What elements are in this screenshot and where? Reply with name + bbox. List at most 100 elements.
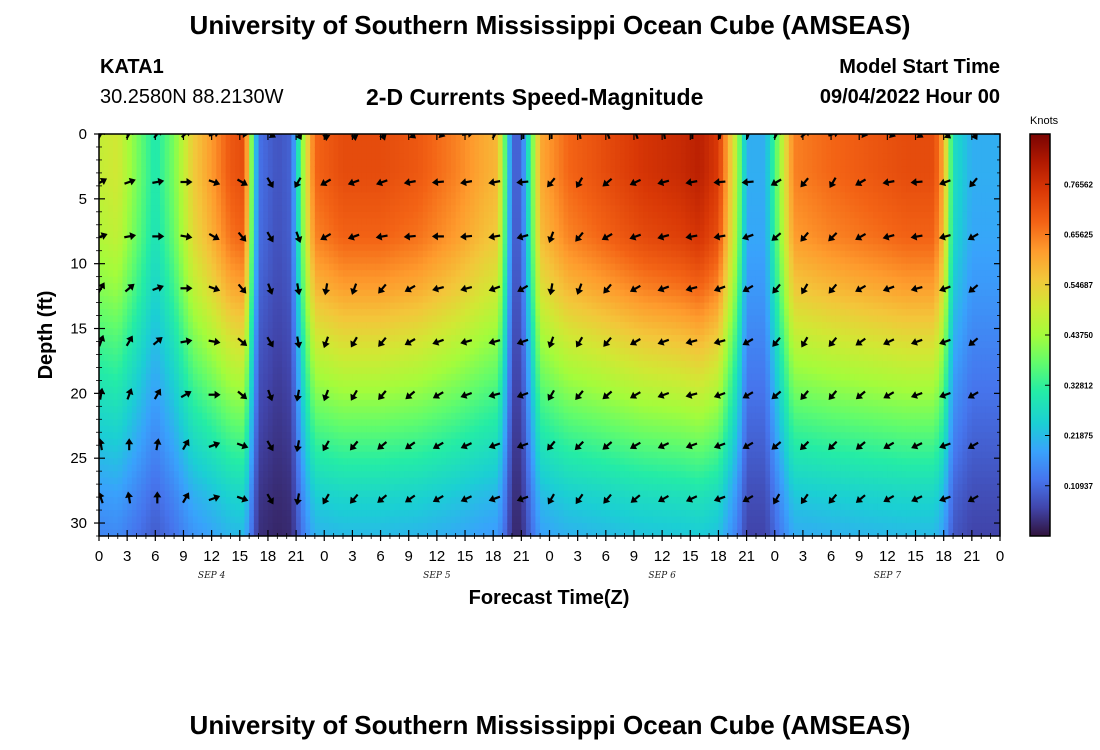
heatmap-cell [141,490,147,498]
heatmap-cell [282,192,288,200]
heatmap-cell [446,192,452,200]
heatmap-cell [347,276,353,284]
heatmap-cell [174,386,180,394]
heatmap-cell [202,198,208,206]
heatmap-cell [469,315,476,323]
heatmap-cell [160,419,166,427]
heatmap-cell [450,341,457,349]
heatmap-cell [310,276,316,284]
heatmap-cell [145,205,152,213]
heatmap-cell [239,276,246,284]
heatmap-cell [441,211,447,219]
heatmap-cell [446,140,452,148]
heatmap-cell [310,172,316,180]
heatmap-cell [352,464,358,472]
heatmap-cell [465,328,471,336]
heatmap-cell [206,289,213,297]
heatmap-cell [178,347,185,356]
heatmap-cell [202,237,208,245]
heatmap-cell [343,523,349,531]
heatmap-cell [277,244,283,252]
heatmap-cell [169,464,175,472]
heatmap-cell [343,406,349,414]
heatmap-cell [422,185,429,193]
heatmap-cell [352,270,358,278]
heatmap-cell [413,419,419,427]
heatmap-cell [216,315,222,323]
heatmap-cell [267,347,274,356]
heatmap-cell [221,354,227,362]
heatmap-cell [422,237,429,245]
heatmap-cell [357,458,363,466]
heatmap-cell [328,399,335,407]
heatmap-cell [408,296,415,304]
heatmap-cell [99,302,105,310]
heatmap-cell [296,172,302,180]
heatmap-cell [225,224,231,232]
heatmap-cell [357,315,363,323]
heatmap-cell [206,309,213,317]
heatmap-cell [230,490,236,498]
heatmap-cell [244,322,250,330]
heatmap-cell [314,354,321,362]
heatmap-cell [427,205,433,213]
heatmap-cell [314,153,321,161]
heatmap-cell [319,270,325,278]
heatmap-cell [436,503,443,511]
heatmap-cell [432,451,438,459]
heatmap-cell [267,250,274,258]
heatmap-cell [122,205,128,213]
heatmap-cell [202,276,208,284]
heatmap-cell [310,263,316,271]
heatmap-cell [300,373,307,381]
heatmap-cell [333,380,339,388]
heatmap-cell [164,218,170,226]
heatmap-cell [389,231,396,239]
heatmap-cell [169,172,175,180]
heatmap-cell [188,471,194,479]
heatmap-cell [465,211,471,219]
heatmap-cell [361,367,368,375]
heatmap-cell [150,471,156,479]
heatmap-cell [202,179,208,187]
heatmap-cell [103,510,109,518]
heatmap-cell [272,328,278,336]
heatmap-cell [418,497,424,505]
heatmap-cell [258,159,264,168]
heatmap-cell [230,451,236,459]
heatmap-cell [408,386,415,394]
heatmap-cell [399,529,405,536]
heatmap-cell [277,503,283,511]
heatmap-cell [206,250,213,258]
heatmap-cell [160,399,166,407]
heatmap-cell [192,237,199,245]
heatmap-cell [319,360,325,369]
heatmap-cell [202,419,208,427]
heatmap-cell [432,367,438,375]
heatmap-cell [427,380,433,388]
heatmap-cell [192,224,199,232]
heatmap-cell [282,432,288,440]
heatmap-cell [192,335,199,343]
heatmap-cell [422,166,429,174]
heatmap-cell [188,250,194,258]
heatmap-cell [188,516,194,524]
heatmap-cell [347,231,353,239]
heatmap-cell [197,360,203,369]
heatmap-cell [174,347,180,356]
heatmap-cell [122,445,128,453]
heatmap-cell [357,192,363,200]
heatmap-cell [389,270,396,278]
heatmap-cell [418,166,424,174]
heatmap-cell [352,153,358,161]
heatmap-cell [267,406,274,414]
heatmap-cell [347,347,353,356]
heatmap-cell [127,237,133,245]
heatmap-cell [408,425,415,433]
heatmap-cell [432,244,438,252]
heatmap-cell [286,159,292,168]
heatmap-cell [145,192,152,200]
heatmap-cell [404,360,410,369]
heatmap-cell [136,276,142,284]
heatmap-cell [333,296,339,304]
